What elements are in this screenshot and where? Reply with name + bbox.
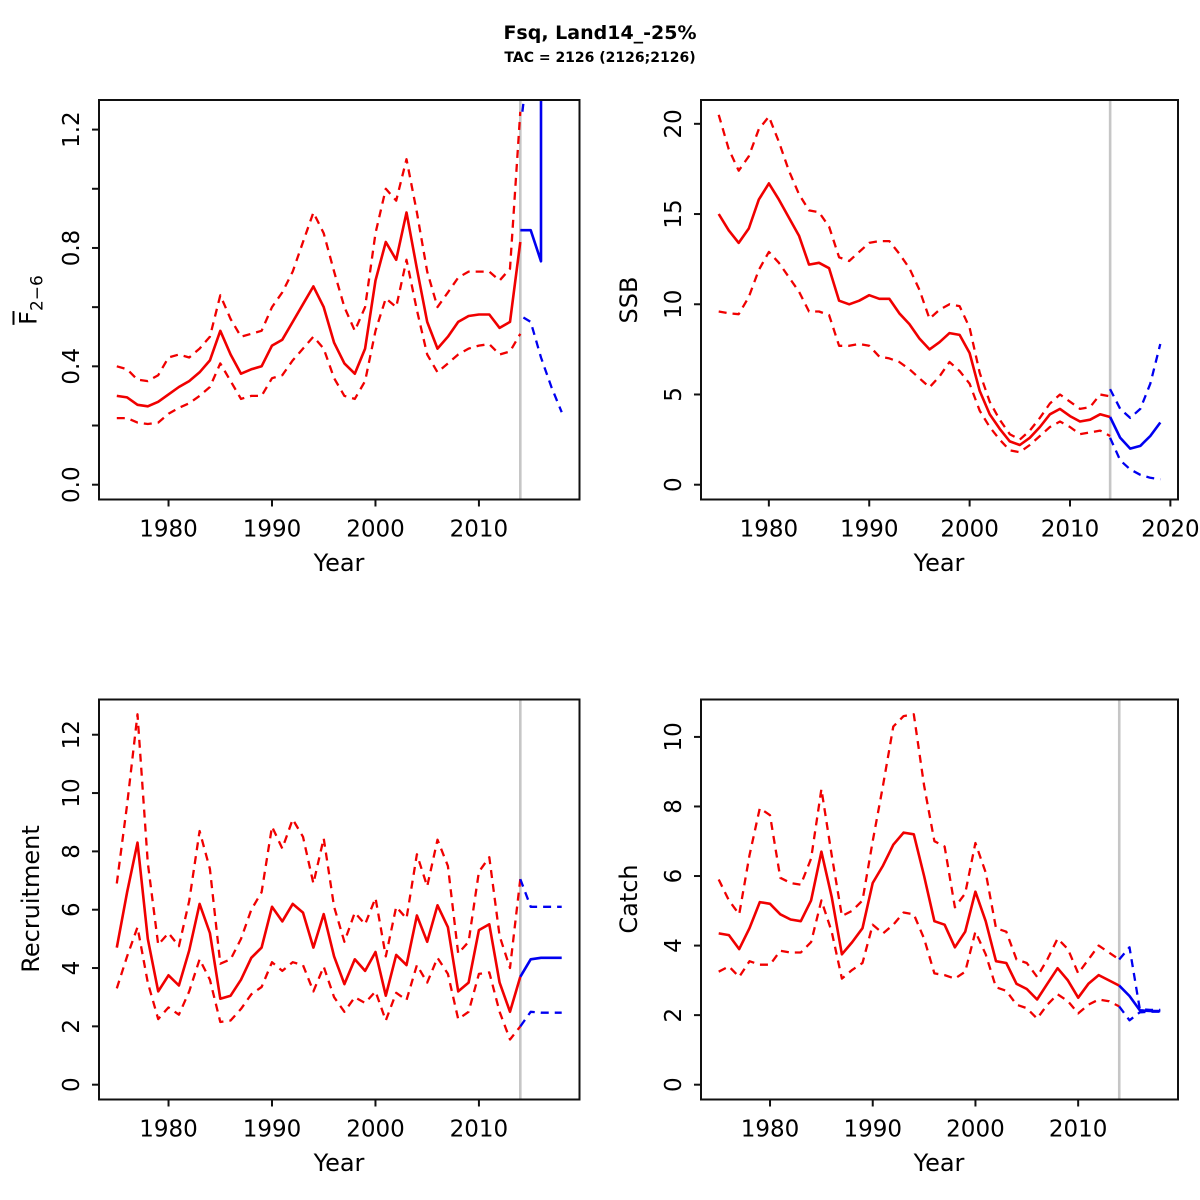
f-bar-2-6-xtick-label: 2010 [450,517,509,543]
f-median-historical [116,211,522,408]
catch-plot-area [717,699,1161,1100]
f-bar-subscript: 2−6 [27,275,48,312]
recruitment-ytick-label: 0 [59,1077,85,1092]
catch-lower-ci-historical [718,899,1120,1020]
recruitment-plot-area [115,699,562,1100]
catch-median-historical [718,831,1120,1001]
recruitment-xtick-label: 2010 [450,1117,509,1143]
ssb-xtick-label: 1980 [740,517,799,543]
recruitment-ytick-label: 8 [59,844,85,859]
recruitment-ytick-label: 6 [59,902,85,917]
catch-lower-ci-forecast [1118,1005,1161,1022]
ssb-ytick-label: 10 [661,290,687,319]
recruitment-median-forecast [519,956,562,978]
ssb-ytick-label: 15 [661,199,687,228]
ssb-xtick-label: 2010 [1041,517,1100,543]
catch-plot-box [700,698,1179,1101]
f-bar-2-6-ytick-label: 1.2 [59,111,85,148]
recruitment-upper-ci-forecast [519,878,562,908]
xaxis-label-catch-panel: Year [913,1149,965,1177]
xaxis-label-ssb-panel: Year [913,549,965,577]
xaxis-label-recruitment-panel: Year [313,1149,365,1177]
f-bar-2-6-plot-box [98,99,581,501]
catch-xtick-label: 1990 [843,1117,902,1143]
recruitment-xtick-label: 1990 [243,1117,302,1143]
f-median-forecast [520,100,543,263]
f-bar-2-6-ytick-label: 0.8 [59,230,85,267]
f-bar-2-6-xtick-label: 1980 [139,517,198,543]
catch-xtick-label: 2000 [946,1117,1005,1143]
f-bar-2-6-xtick-label: 2000 [346,517,405,543]
f-bar-2-6-ytick-label: 0.4 [59,348,85,385]
yaxis-label-recruitment: Recruitment [17,825,45,973]
recruitment-ytick-label: 4 [59,961,85,976]
ssb-upper-ci-forecast [1109,343,1162,420]
ssb-upper-ci-historical [717,114,1111,441]
recruitment-median-historical [115,841,522,1014]
f-bar-2-6-plot-area [116,100,563,500]
yaxis-label-f-bar-2-6: F2−6 [15,275,48,325]
ssb-plot-area [717,100,1162,500]
recruitment-ytick-label: 10 [59,778,85,807]
recruitment-lower-ci-historical [115,926,522,1041]
f-bar-2-6-ytick-label: 0.0 [59,466,85,503]
recruitment-xtick-label: 2000 [346,1117,405,1143]
recruitment-ytick-label: 12 [59,720,85,749]
f-upper-ci-forecast [521,100,525,112]
f-lower-ci-historical [116,258,522,426]
catch-ytick-label: 0 [661,1077,687,1092]
recruitment-plot-box [98,698,581,1101]
f-bar-symbol: F [14,311,43,325]
catch-xtick-label: 2010 [1049,1117,1108,1143]
ssb-median-forecast [1108,416,1162,450]
yaxis-label-ssb: SSB [615,276,643,324]
recruitment-upper-ci-historical [115,713,522,970]
xaxis-label-f-panel: Year [313,549,365,577]
ssb-lower-ci-forecast [1109,437,1161,481]
yaxis-label-catch: Catch [615,864,643,934]
ssb-ytick-label: 5 [661,387,687,402]
catch-ytick-label: 6 [661,869,687,884]
f-upper-ci-historical [116,111,522,383]
catch-upper-ci-historical [717,713,1120,979]
chart-title: Fsq, Land14_-25% [503,22,697,44]
ssb-ytick-label: 0 [661,477,687,492]
ssb-median-historical [717,182,1111,447]
catch-upper-ci-forecast [1118,946,1161,1012]
ssb-xtick-label: 2020 [1141,517,1200,543]
catch-ytick-label: 8 [661,799,687,814]
ssb-xtick-label: 2000 [940,517,999,543]
ssb-ytick-label: 20 [661,109,687,138]
ssb-lower-ci-historical [718,250,1111,454]
catch-ytick-label: 4 [661,938,687,953]
catch-ytick-label: 10 [661,722,687,751]
catch-ytick-label: 2 [661,1008,687,1023]
ssb-xtick-label: 1990 [840,517,899,543]
ssb-plot-box [700,99,1179,501]
recruitment-lower-ci-forecast [519,1010,562,1028]
f-bar-2-6-xtick-label: 1990 [243,517,302,543]
chart-subtitle: TAC = 2126 (2126;2126) [504,50,696,66]
recruitment-xtick-label: 1980 [139,1117,198,1143]
f-lower-ci-forecast [522,316,563,413]
catch-xtick-label: 1980 [741,1117,800,1143]
recruitment-ytick-label: 2 [59,1019,85,1034]
